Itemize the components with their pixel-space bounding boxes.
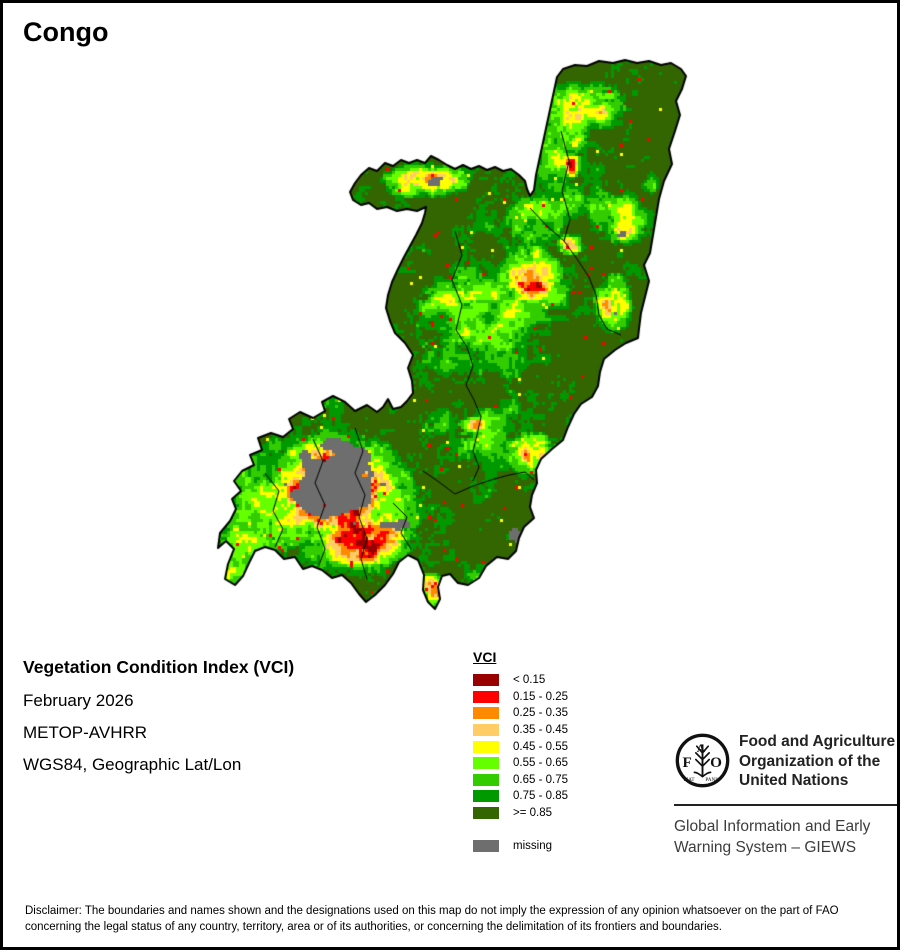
legend-swatch bbox=[473, 773, 499, 786]
legend-row: 0.25 - 0.35 bbox=[473, 705, 568, 722]
vci-legend: VCI < 0.15 0.15 - 0.25 0.25 - 0.35 0.35 … bbox=[473, 649, 568, 854]
legend-label: 0.65 - 0.75 bbox=[513, 773, 568, 786]
legend-title: VCI bbox=[473, 649, 497, 665]
legend-label: 0.35 - 0.45 bbox=[513, 724, 568, 737]
legend-row: 0.45 - 0.55 bbox=[473, 738, 568, 755]
fao-org-line3: United Nations bbox=[739, 772, 849, 789]
legend-swatch bbox=[473, 674, 499, 687]
giews-name: Global Information and Early Warning Sys… bbox=[674, 816, 897, 859]
legend-label: < 0.15 bbox=[513, 674, 546, 687]
fao-logo-icon: F A O FIAT PANIS bbox=[675, 733, 730, 788]
page-title: Congo bbox=[23, 17, 109, 47]
fao-org-line2: Organization of the bbox=[739, 752, 881, 770]
legend-swatch bbox=[473, 724, 499, 737]
legend-row: 0.15 - 0.25 bbox=[473, 689, 568, 706]
legend-swatch bbox=[473, 740, 499, 753]
map-info-block: Vegetation Condition Index (VCI) Februar… bbox=[23, 657, 294, 787]
legend-label: 0.75 - 0.85 bbox=[513, 790, 568, 803]
legend-swatch bbox=[473, 757, 499, 770]
legend-label: >= 0.85 bbox=[513, 807, 553, 820]
legend-label: 0.15 - 0.25 bbox=[513, 690, 568, 703]
legend-swatch bbox=[473, 790, 499, 803]
fao-header: F A O FIAT PANIS Food and Agriculture Or… bbox=[674, 732, 897, 791]
legend-swatch-missing bbox=[473, 839, 499, 852]
map-product-name: Vegetation Condition Index (VCI) bbox=[23, 657, 295, 677]
legend-swatch bbox=[473, 690, 499, 703]
fao-divider bbox=[674, 803, 897, 806]
legend-label: 0.45 - 0.55 bbox=[513, 740, 568, 753]
fao-org-line1: Food and Agriculture bbox=[739, 733, 896, 750]
vci-map-canvas bbox=[209, 51, 701, 621]
legend-row-missing: missing bbox=[473, 837, 568, 854]
legend-swatch bbox=[473, 807, 499, 820]
fao-motto-fiat: FIAT bbox=[684, 777, 696, 783]
legend-swatch bbox=[473, 707, 499, 720]
disclaimer: Disclaimer: The boundaries and names sho… bbox=[25, 904, 839, 935]
fao-motto-panis: PANIS bbox=[705, 777, 720, 783]
legend-row: 0.75 - 0.85 bbox=[473, 788, 568, 805]
fao-org-name: Food and Agriculture Organization of the… bbox=[739, 732, 895, 791]
legend-label: 0.55 - 0.65 bbox=[513, 757, 568, 770]
fao-logo-letter-a: A bbox=[697, 743, 706, 755]
legend-label: 0.25 - 0.35 bbox=[513, 707, 568, 720]
fao-logo-letter-o: O bbox=[710, 754, 722, 771]
legend-row: >= 0.85 bbox=[473, 805, 568, 822]
disclaimer-line2: concerning the legal status of any count… bbox=[25, 920, 722, 933]
disclaimer-line1: Disclaimer: The boundaries and names sho… bbox=[25, 905, 839, 917]
giews-line2: Warning System – GIEWS bbox=[674, 839, 857, 856]
fao-branding: F A O FIAT PANIS Food and Agriculture Or… bbox=[674, 732, 897, 859]
legend-row: < 0.15 bbox=[473, 672, 568, 689]
legend-row: 0.65 - 0.75 bbox=[473, 772, 568, 789]
legend-label-missing: missing bbox=[513, 839, 552, 852]
map-date: February 2026 bbox=[23, 691, 134, 710]
map-sensor: METOP-AVHRR bbox=[23, 723, 148, 742]
map-projection: WGS84, Geographic Lat/Lon bbox=[23, 755, 242, 774]
fao-logo-letter-f: F bbox=[683, 754, 692, 771]
legend-row: 0.35 - 0.45 bbox=[473, 722, 568, 739]
giews-line1: Global Information and Early bbox=[674, 817, 871, 835]
legend-row: 0.55 - 0.65 bbox=[473, 755, 568, 772]
